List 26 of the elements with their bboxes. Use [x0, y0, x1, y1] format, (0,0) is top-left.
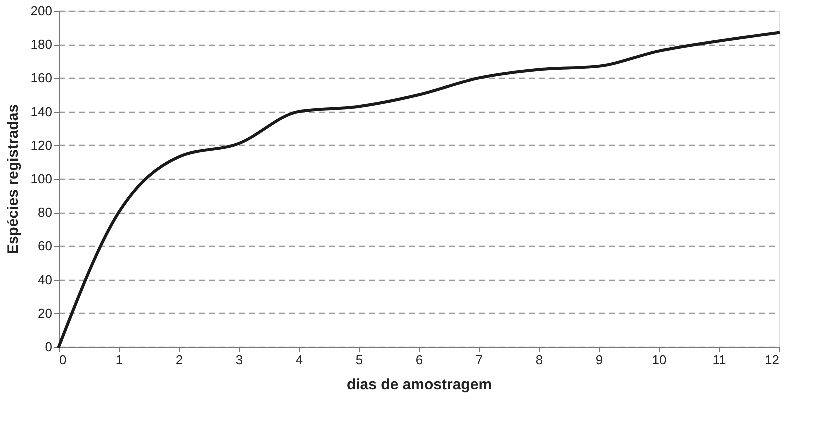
x-tick-label: 5 — [356, 352, 364, 368]
x-tick-label: 1 — [116, 352, 124, 368]
x-tick-label: 4 — [296, 352, 304, 368]
x-tick-label: 8 — [536, 352, 544, 368]
y-tick-label: 0 — [45, 340, 52, 354]
y-tick-label: 20 — [38, 306, 52, 321]
y-tick-label: 100 — [30, 172, 52, 186]
x-tick-label: 7 — [476, 352, 484, 368]
y-tick-label: 40 — [38, 272, 52, 288]
x-tick-label: 11 — [712, 352, 726, 368]
y-tick-label: 60 — [38, 238, 52, 254]
y-tick-label: 140 — [30, 104, 52, 120]
x-tick-label: 9 — [596, 352, 604, 368]
y-tick-label: 160 — [30, 70, 52, 86]
x-tick-label: 6 — [416, 352, 424, 368]
y-tick-label: 120 — [30, 138, 52, 153]
x-tick-label: 12 — [765, 352, 780, 368]
y-tick-label: 180 — [30, 37, 52, 52]
y-axis-title: Espécies registradas — [4, 104, 22, 255]
x-tick-label: 2 — [176, 352, 184, 368]
x-tick-label: 3 — [236, 352, 244, 368]
y-tick-label: 200 — [30, 4, 52, 18]
x-tick-label: 0 — [60, 352, 67, 368]
y-tick-label: 80 — [38, 205, 52, 220]
x-tick-label: 10 — [652, 352, 667, 368]
x-axis-title: dias de amostragem — [346, 376, 492, 394]
